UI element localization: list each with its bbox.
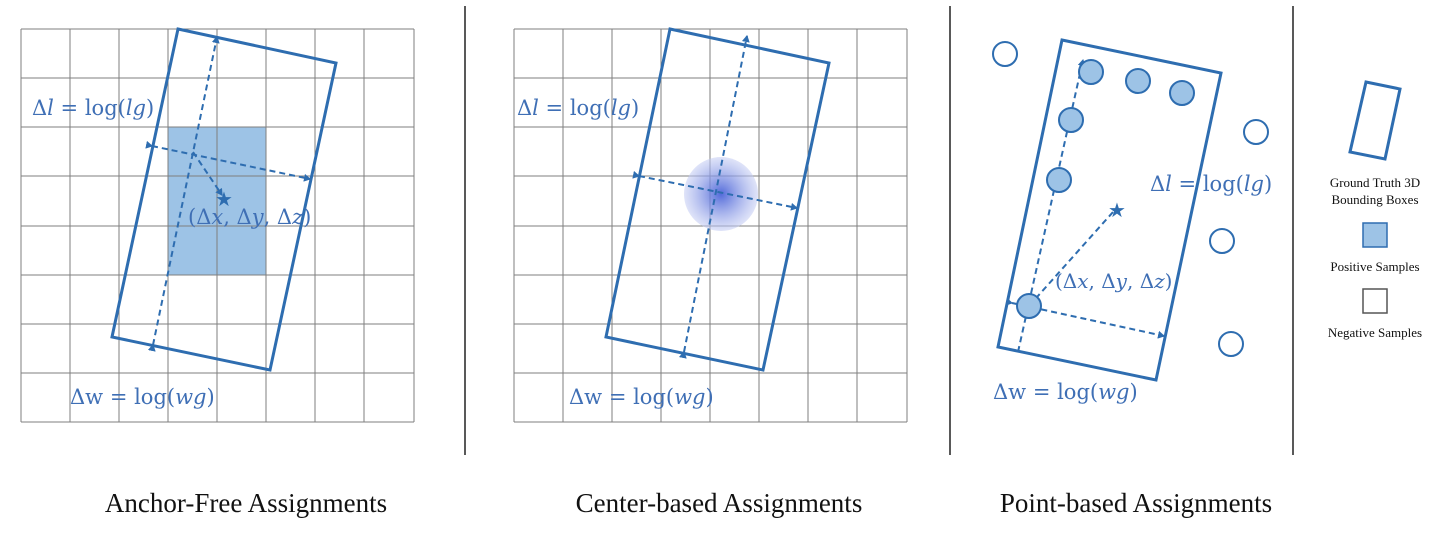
panel-point-based: ★ Δ𝑙 = log(𝑙𝑔) Δw = log(𝑤𝑔) (Δ𝑥, Δ𝑦, Δ𝑧)… [992,38,1272,518]
gt-bounding-box [996,38,1223,382]
width-arrow [632,170,798,211]
negative-point [1243,119,1269,145]
panel-title: Center-based Assignments [576,488,863,518]
positive-point [1016,293,1042,319]
positive-point [1169,80,1195,106]
legend: Ground Truth 3D Bounding Boxes Positive … [1328,80,1422,340]
panel-anchor-free: ★ Δ𝑙 = log(𝑙𝑔) Δw = log(𝑤𝑔) (Δ𝑥, Δ𝑦, Δ𝑧)… [20,27,415,518]
center-star-icon: ★ [1108,198,1126,222]
legend-label-negative: Negative Samples [1328,325,1422,340]
delta-w-label: Δw = log(𝑤𝑔) [70,385,215,409]
gaussian-heatmap [684,157,758,231]
legend-label-positive: Positive Samples [1330,259,1419,274]
panel-center-based: Δ𝑙 = log(𝑙𝑔) Δw = log(𝑤𝑔) Center-based A… [513,27,908,518]
center-offset-label: (Δ𝑥, Δ𝑦, Δ𝑧) [188,205,311,229]
negative-points [992,41,1269,357]
delta-w-label: Δw = log(𝑤𝑔) [993,380,1138,404]
positive-point [1046,167,1072,193]
positive-point [1125,68,1151,94]
width-arrow [145,140,311,182]
panel-title: Point-based Assignments [1000,488,1272,518]
center-star-icon: ★ [215,187,233,211]
legend-label-gt-line2: Bounding Boxes [1331,192,1418,207]
delta-w-label: Δw = log(𝑤𝑔) [569,385,714,409]
rotated-box-icon [1348,80,1402,161]
positive-point [1058,107,1084,133]
empty-square-icon [1362,288,1388,314]
delta-l-label: Δ𝑙 = log(𝑙𝑔) [1150,172,1272,196]
filled-square-icon [1362,222,1388,248]
positive-point [1078,59,1104,85]
offset-arrow [192,151,223,196]
offset-arrow [1028,211,1114,307]
length-arrow [147,36,220,352]
legend-label-gt-line1: Ground Truth 3D [1330,175,1420,190]
panel-title: Anchor-Free Assignments [105,488,387,518]
delta-l-label: Δ𝑙 = log(𝑙𝑔) [517,96,639,120]
negative-point [1218,331,1244,357]
gt-bounding-box [110,27,338,372]
delta-l-label: Δ𝑙 = log(𝑙𝑔) [32,96,154,120]
negative-point [1209,228,1235,254]
positive-points [1016,59,1195,319]
center-offset-label: (Δ𝑥, Δ𝑦, Δ𝑧) [1055,269,1172,293]
gt-bounding-box [604,27,831,372]
negative-point [992,41,1018,67]
